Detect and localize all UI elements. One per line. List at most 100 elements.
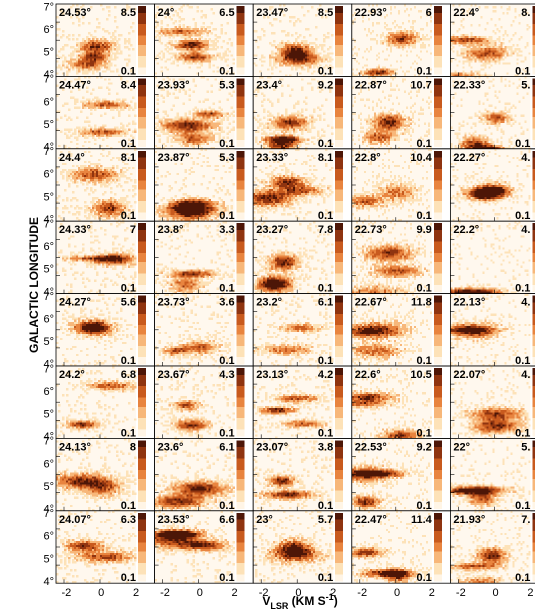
heatmap-cell xyxy=(321,128,324,131)
heatmap-cell xyxy=(383,38,387,41)
heatmap-cell xyxy=(168,42,171,45)
heatmap-cell xyxy=(468,72,471,75)
heatmap-cell xyxy=(281,138,284,142)
heatmap-cell xyxy=(226,64,229,67)
heatmap-cell xyxy=(301,120,304,123)
heatmap-cell xyxy=(218,36,221,39)
heatmap-cell xyxy=(510,140,513,144)
heatmap-cell xyxy=(190,142,193,146)
heatmap-cell xyxy=(456,146,459,150)
heatmap-cell xyxy=(389,28,393,31)
heatmap-cell xyxy=(66,72,69,75)
colorbar-segment xyxy=(335,121,344,125)
heatmap-cell xyxy=(178,34,181,37)
heatmap-cell xyxy=(299,58,302,61)
heatmap-cell xyxy=(188,44,191,47)
heatmap-cell xyxy=(381,124,385,127)
heatmap-cell xyxy=(367,18,371,21)
heatmap-cell xyxy=(66,174,69,178)
heatmap-cell xyxy=(186,126,189,129)
heatmap-cell xyxy=(371,126,375,129)
heatmap-cell xyxy=(64,102,67,105)
heatmap-cell xyxy=(307,68,310,71)
heatmap-cell xyxy=(102,38,105,41)
heatmap-cell xyxy=(301,114,304,117)
heatmap-cell xyxy=(200,138,203,142)
heatmap-cell xyxy=(470,44,473,47)
heatmap-cell xyxy=(291,66,294,69)
heatmap-cell xyxy=(279,8,282,11)
heatmap-cell xyxy=(315,118,318,121)
heatmap-cell xyxy=(80,56,83,59)
heatmap-cell xyxy=(106,144,109,148)
heatmap-cell xyxy=(395,46,399,49)
heatmap-cell xyxy=(492,114,495,117)
heatmap-cell xyxy=(369,126,373,129)
heatmap-cell xyxy=(90,40,93,43)
heatmap-cell xyxy=(466,46,469,49)
colorbar-segment xyxy=(236,10,245,14)
heatmap-cell xyxy=(106,62,109,65)
heatmap-cell xyxy=(293,142,296,146)
heatmap-cell xyxy=(110,172,113,176)
heatmap-cell xyxy=(182,122,185,125)
heatmap-cell xyxy=(184,122,187,125)
heatmap-cell xyxy=(468,44,471,47)
heatmap-cell xyxy=(104,98,107,101)
colorbar-segment xyxy=(335,42,344,46)
heatmap-cell xyxy=(104,168,107,172)
heatmap-cell xyxy=(409,34,413,37)
heatmap-cell xyxy=(190,138,193,142)
heatmap-cell xyxy=(196,58,199,61)
heatmap-cell xyxy=(269,100,272,103)
colorbar-segment xyxy=(532,126,535,129)
heatmap-cell xyxy=(88,174,91,178)
heatmap-cell xyxy=(389,126,393,129)
heatmap-cell xyxy=(110,70,113,73)
heatmap-cell xyxy=(174,84,177,87)
heatmap-cell xyxy=(184,52,187,55)
heatmap-cell xyxy=(289,136,292,140)
heatmap-cell xyxy=(106,136,109,140)
heatmap-cell xyxy=(132,96,135,99)
heatmap-cell xyxy=(100,134,103,138)
heatmap-cell xyxy=(351,112,355,115)
colorbar-segment xyxy=(335,126,344,129)
heatmap-cell xyxy=(482,54,485,57)
heatmap-cell xyxy=(208,38,211,41)
heatmap-cell xyxy=(269,138,272,142)
heatmap-cell xyxy=(194,60,197,63)
heatmap-cell xyxy=(182,26,185,29)
heatmap-cell xyxy=(363,140,367,144)
heatmap-cell xyxy=(210,108,213,111)
heatmap-cell xyxy=(128,104,131,107)
heatmap-cell xyxy=(208,130,211,134)
colorbar-segment xyxy=(236,37,245,41)
heatmap-cell xyxy=(389,70,393,73)
heatmap-cell xyxy=(122,124,125,127)
colorbar-segment xyxy=(532,47,535,50)
colorbar-min-label: 0.1 xyxy=(515,138,530,150)
heatmap-cell xyxy=(506,110,509,113)
heatmap-cell xyxy=(508,40,511,43)
colorbar-segment xyxy=(532,137,535,141)
heatmap-cell xyxy=(494,24,497,27)
heatmap-cell xyxy=(353,40,357,43)
colorbar-segment xyxy=(138,101,146,104)
heatmap-cell xyxy=(198,62,201,65)
colorbar-segment xyxy=(335,105,344,109)
heatmap-cell xyxy=(357,114,361,117)
heatmap-cell xyxy=(295,116,298,119)
heatmap-cell xyxy=(216,40,219,43)
heatmap-cell xyxy=(156,124,159,127)
heatmap-cell xyxy=(172,118,175,121)
heatmap-cell xyxy=(275,18,278,21)
heatmap-cell xyxy=(200,62,203,65)
heatmap-cell xyxy=(78,54,81,57)
heatmap-cell xyxy=(289,60,292,63)
heatmap-cell xyxy=(367,138,371,142)
heatmap-cell xyxy=(472,44,475,47)
colorbar-segment xyxy=(532,60,535,64)
heatmap-cell xyxy=(391,128,395,131)
heatmap-cell xyxy=(86,72,89,75)
